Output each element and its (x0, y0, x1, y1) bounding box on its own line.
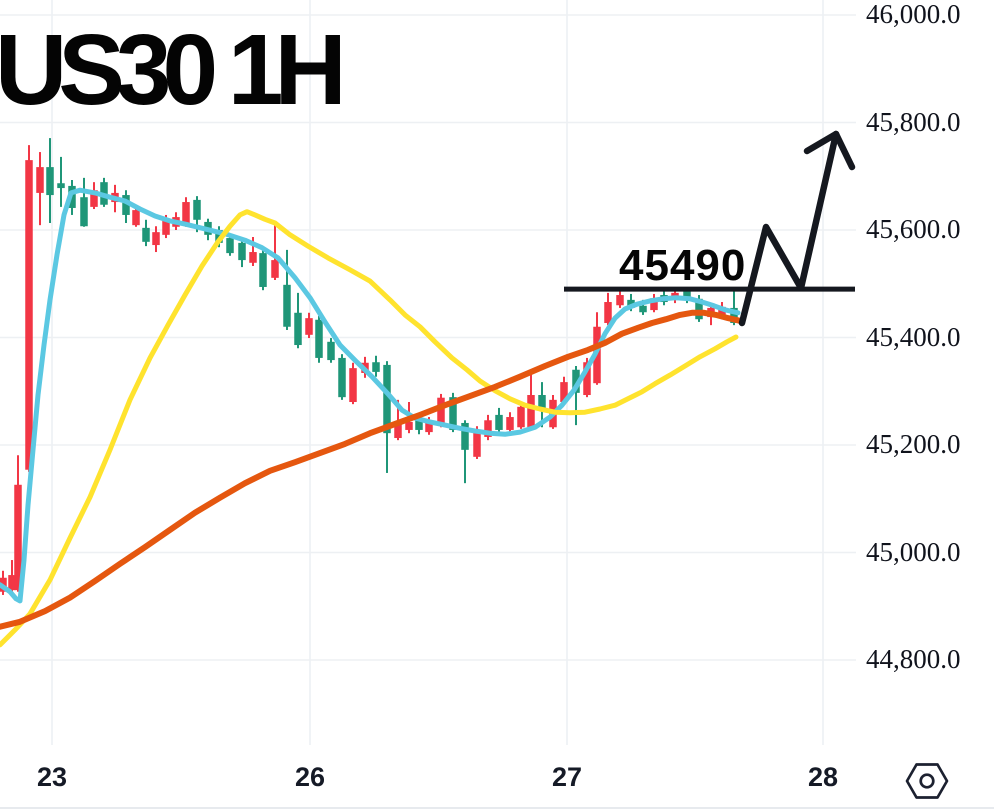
candle-body[interactable] (238, 242, 246, 261)
price-tick-label: 45,000.0 (866, 536, 961, 567)
price-tick-label: 45,600.0 (866, 214, 961, 244)
candle-body[interactable] (80, 197, 88, 227)
candle-body[interactable] (90, 190, 98, 207)
candle-body[interactable] (226, 238, 234, 254)
candle-body[interactable] (695, 298, 703, 320)
candle-body[interactable] (283, 284, 291, 327)
price-axis[interactable]: 46,000.0 45,800.0 45,600.0 45,400.0 45,200.0… (864, 0, 994, 745)
candle-body[interactable] (604, 302, 612, 323)
candle-body[interactable] (683, 290, 691, 300)
candle-body[interactable] (616, 295, 624, 306)
candle-body[interactable] (650, 298, 658, 311)
time-axis[interactable]: 23 26 27 28 (0, 752, 994, 808)
candle-body[interactable] (415, 420, 423, 430)
ma-mid-yellow-line[interactable] (0, 209, 739, 648)
candle-body[interactable] (132, 210, 140, 226)
candle-body[interactable] (394, 421, 402, 439)
candle-body[interactable] (538, 395, 546, 411)
candle-body[interactable] (25, 160, 33, 470)
candle-body[interactable] (142, 227, 150, 242)
candle-body[interactable] (305, 318, 313, 335)
candle-body[interactable] (425, 421, 433, 433)
price-tick-label: 46,000.0 (866, 0, 961, 29)
candle-body[interactable] (495, 414, 503, 430)
candle-body[interactable] (560, 382, 568, 402)
time-tick-label: 23 (36, 762, 68, 792)
candle-body[interactable] (639, 305, 647, 313)
ma-fast-cyan-line[interactable] (0, 187, 741, 604)
projection-arrow-head[interactable] (803, 130, 856, 171)
candle-body[interactable] (372, 362, 380, 372)
candle-body[interactable] (627, 299, 635, 308)
candle-body[interactable] (193, 199, 201, 220)
candle-body[interactable] (271, 260, 279, 278)
candle-body[interactable] (473, 429, 481, 457)
price-tick-label: 45,200.0 (866, 429, 961, 459)
price-tick-label: 45,800.0 (866, 106, 961, 137)
candle-body[interactable] (338, 357, 346, 398)
candle-body[interactable] (14, 484, 22, 591)
symbol-title: US30 1H (0, 14, 347, 126)
price-tick-label: 44,800.0 (866, 644, 961, 674)
hexagon-target-icon[interactable] (904, 758, 950, 804)
candle-body[interactable] (294, 312, 302, 346)
candle-body[interactable] (527, 395, 535, 428)
candle-body[interactable] (583, 362, 591, 396)
candle-body[interactable] (162, 219, 170, 235)
candle-body[interactable] (383, 364, 391, 434)
candle-body[interactable] (259, 253, 267, 287)
hexagon-center-dot (919, 773, 935, 789)
candle-body[interactable] (57, 183, 65, 189)
candle-body[interactable] (249, 252, 257, 263)
candle-body[interactable] (506, 417, 514, 430)
candle-body[interactable] (8, 575, 16, 591)
candle-body[interactable] (46, 167, 54, 196)
candle-body[interactable] (122, 195, 130, 215)
candle-body[interactable] (182, 202, 190, 226)
candle-body[interactable] (730, 307, 738, 323)
time-tick-label: 27 (551, 762, 583, 792)
candle-body[interactable] (718, 306, 726, 318)
level-price-label[interactable]: 45490 (619, 241, 747, 290)
candle-body[interactable] (461, 422, 469, 450)
candle-body[interactable] (437, 397, 445, 423)
candle-body[interactable] (36, 167, 44, 193)
price-tick-label: 45,400.0 (866, 321, 961, 352)
candle-body[interactable] (449, 397, 457, 430)
candle-body[interactable] (484, 420, 492, 437)
bottom-separator (0, 807, 994, 809)
time-tick-label: 26 (294, 762, 326, 792)
time-tick-label: 28 (807, 762, 839, 792)
candle-body[interactable] (572, 369, 580, 393)
candle-body[interactable] (349, 368, 357, 402)
ma-slow-orange-line[interactable] (0, 309, 743, 630)
candle-body[interactable] (405, 421, 413, 430)
candle-body[interactable] (152, 232, 160, 246)
candle-body[interactable] (315, 319, 323, 358)
projection-arrow-line[interactable] (738, 130, 840, 327)
candle-body[interactable] (517, 406, 525, 428)
candle-body[interactable] (327, 341, 335, 361)
